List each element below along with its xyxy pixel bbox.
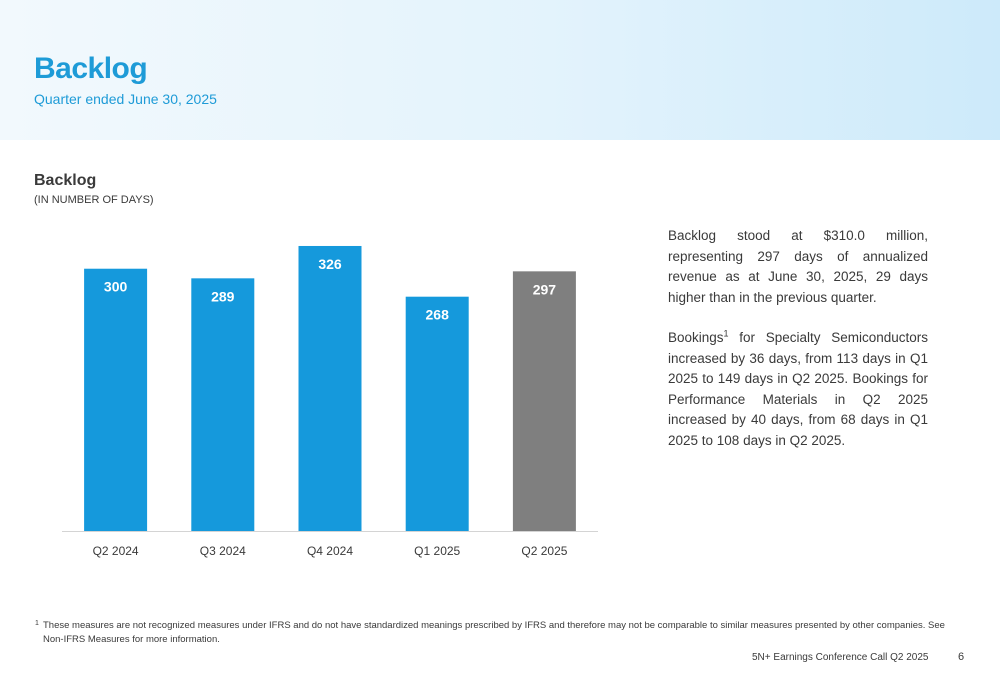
footnote-reference: 1 xyxy=(723,328,729,339)
header-band xyxy=(0,0,1000,140)
chart-subtitle: (IN NUMBER OF DAYS) xyxy=(34,194,154,206)
bookings-text: for Specialty Semiconductors increased b… xyxy=(668,330,928,448)
commentary-paragraph-bookings: Bookings1 for Specialty Semiconductors i… xyxy=(668,328,928,451)
x-tick-label: Q2 2025 xyxy=(521,544,567,558)
footnote-marker: 1 xyxy=(35,620,39,627)
footnote-text: These measures are not recognized measur… xyxy=(43,620,945,645)
bar-q3-2024 xyxy=(191,278,255,531)
chart-title: Backlog xyxy=(34,172,97,189)
bar-value-label: 300 xyxy=(104,279,128,295)
footnote: 1 These measures are not recognized meas… xyxy=(35,619,968,647)
commentary: Backlog stood at $310.0 million, represe… xyxy=(668,226,928,471)
bar-value-label: 297 xyxy=(533,281,557,297)
bookings-label: Bookings xyxy=(668,330,724,345)
bar-q2-2024 xyxy=(84,268,148,531)
bar-value-label: 268 xyxy=(426,307,450,323)
page-number: 6 xyxy=(958,651,965,663)
bar-q4-2024 xyxy=(298,245,362,532)
commentary-paragraph-backlog: Backlog stood at $310.0 million, represe… xyxy=(668,228,928,305)
bar-q1-2025 xyxy=(405,296,469,531)
page-subtitle: Quarter ended June 30, 2025 xyxy=(34,91,217,107)
bar-value-label: 289 xyxy=(211,288,235,304)
bar-q2-2025 xyxy=(512,271,576,531)
x-tick-label: Q3 2024 xyxy=(200,544,246,558)
x-tick-label: Q2 2024 xyxy=(93,544,139,558)
bar-value-label: 326 xyxy=(318,256,342,272)
x-tick-label: Q1 2025 xyxy=(414,544,460,558)
page-title: Backlog xyxy=(34,52,148,85)
x-tick-label: Q4 2024 xyxy=(307,544,353,558)
footer-text: 5N+ Earnings Conference Call Q2 2025 xyxy=(752,652,929,663)
